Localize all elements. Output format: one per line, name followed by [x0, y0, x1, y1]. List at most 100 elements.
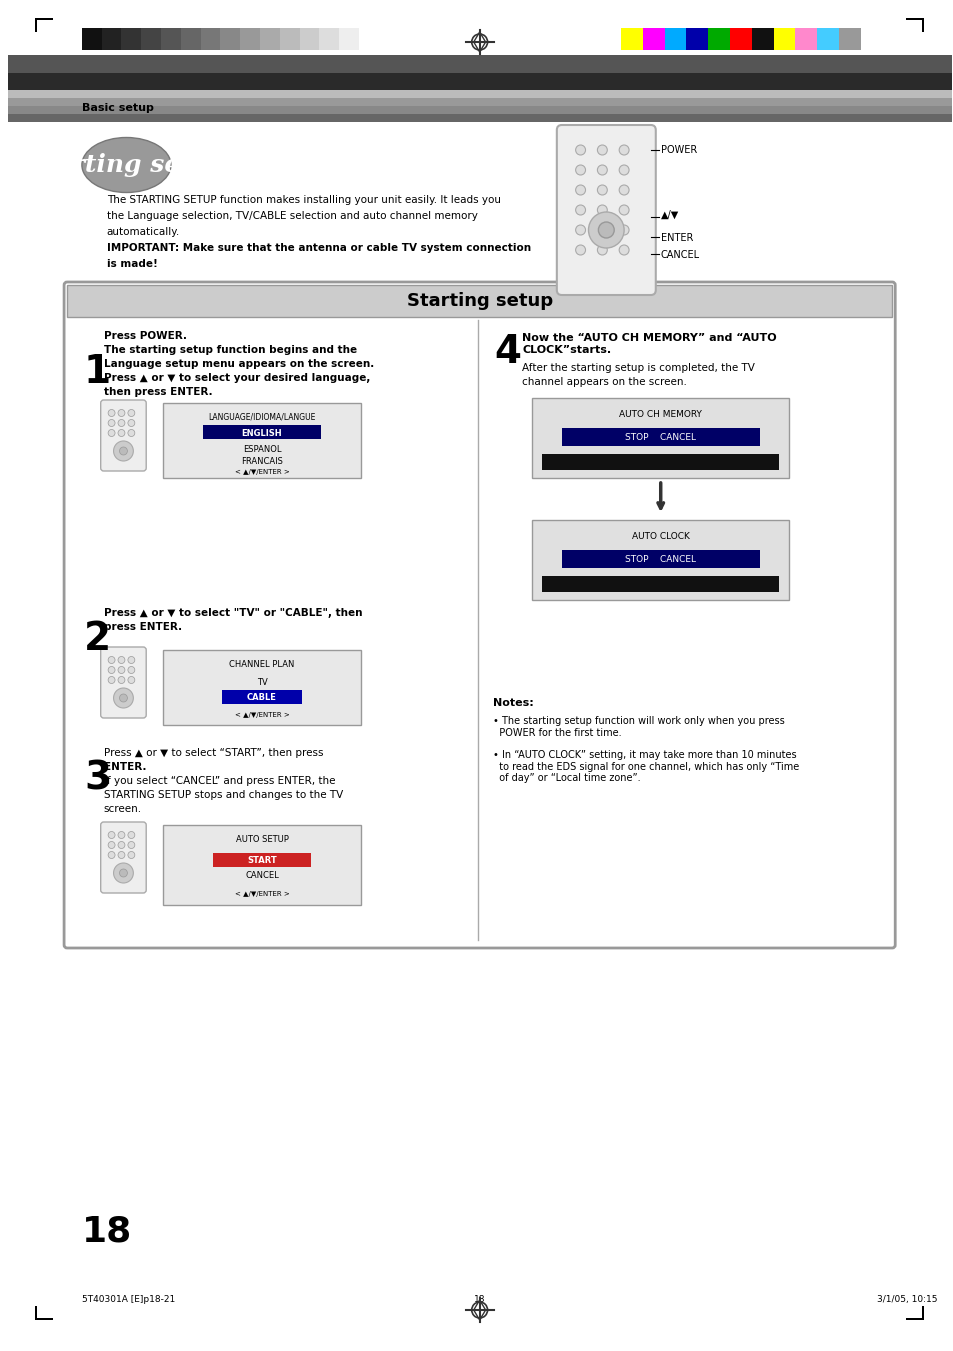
Text: < ▲/▼/ENTER >: < ▲/▼/ENTER >	[234, 469, 289, 476]
Circle shape	[597, 205, 607, 215]
Text: channel appears on the screen.: channel appears on the screen.	[521, 377, 686, 386]
Circle shape	[575, 226, 585, 235]
Text: After the starting setup is completed, the TV: After the starting setup is completed, t…	[521, 363, 754, 373]
Bar	[773, 28, 795, 50]
Circle shape	[597, 145, 607, 155]
Bar	[213, 852, 311, 867]
Text: • In “AUTO CLOCK” setting, it may take more than 10 minutes
  to read the EDS si: • In “AUTO CLOCK” setting, it may take m…	[492, 750, 798, 784]
Bar	[121, 28, 141, 50]
Text: STARTING SETUP stops and changes to the TV: STARTING SETUP stops and changes to the …	[104, 790, 342, 800]
Text: CABLE: CABLE	[247, 693, 276, 703]
Circle shape	[118, 666, 125, 674]
Bar	[541, 576, 779, 592]
Bar	[620, 28, 642, 50]
Bar	[8, 91, 951, 99]
Circle shape	[118, 430, 125, 436]
Circle shape	[108, 657, 115, 663]
Bar	[707, 28, 729, 50]
Bar	[141, 28, 161, 50]
Bar	[35, 18, 53, 20]
Text: Language setup menu appears on the screen.: Language setup menu appears on the scree…	[104, 359, 374, 369]
Bar	[200, 28, 220, 50]
Text: Starting setup: Starting setup	[26, 153, 227, 177]
Circle shape	[118, 657, 125, 663]
Text: Starting setup: Starting setup	[406, 292, 552, 309]
Bar	[358, 28, 378, 50]
Text: • The starting setup function will work only when you press
  POWER for the firs: • The starting setup function will work …	[492, 716, 783, 738]
Bar	[163, 650, 360, 725]
Circle shape	[128, 851, 134, 858]
Bar	[664, 28, 686, 50]
Circle shape	[118, 842, 125, 848]
FancyBboxPatch shape	[557, 126, 655, 295]
Bar	[35, 18, 37, 32]
Text: Press ▲ or ▼ to select "TV" or "CABLE", then: Press ▲ or ▼ to select "TV" or "CABLE", …	[104, 608, 362, 617]
Bar	[8, 105, 951, 113]
Circle shape	[128, 430, 134, 436]
Text: CANCEL: CANCEL	[245, 871, 278, 880]
Bar	[220, 28, 240, 50]
Text: the Language selection, TV/CABLE selection and auto channel memory: the Language selection, TV/CABLE selecti…	[107, 211, 477, 222]
Circle shape	[575, 185, 585, 195]
Text: CHANNEL PLAN: CHANNEL PLAN	[229, 661, 294, 669]
Bar	[339, 28, 358, 50]
Circle shape	[575, 165, 585, 176]
FancyBboxPatch shape	[101, 647, 146, 717]
Circle shape	[618, 145, 628, 155]
Text: 2: 2	[84, 620, 111, 658]
Text: 3: 3	[84, 761, 111, 798]
Bar	[279, 28, 299, 50]
Bar	[921, 18, 923, 32]
Circle shape	[128, 842, 134, 848]
Bar	[35, 1319, 53, 1320]
Text: Notes:: Notes:	[492, 698, 533, 708]
Text: 3/1/05, 10:15: 3/1/05, 10:15	[877, 1296, 937, 1304]
Circle shape	[108, 409, 115, 416]
Circle shape	[598, 222, 614, 238]
Bar	[8, 55, 951, 73]
Circle shape	[108, 430, 115, 436]
Text: < ▲/▼/ENTER >: < ▲/▼/ENTER >	[234, 712, 289, 717]
Circle shape	[618, 245, 628, 255]
Text: 1: 1	[84, 353, 111, 390]
Text: 18: 18	[82, 1215, 132, 1250]
Bar	[67, 285, 891, 317]
Circle shape	[128, 657, 134, 663]
Circle shape	[119, 869, 128, 877]
Text: LANGUAGE/IDIOMA/LANGUE: LANGUAGE/IDIOMA/LANGUE	[208, 413, 315, 422]
Circle shape	[118, 420, 125, 427]
Circle shape	[108, 677, 115, 684]
Text: ESPANOL: ESPANOL	[242, 444, 281, 454]
Text: then press ENTER.: then press ENTER.	[104, 386, 213, 397]
Text: ▲/▼: ▲/▼	[660, 209, 679, 220]
Bar	[299, 28, 319, 50]
Text: screen.: screen.	[104, 804, 142, 815]
Text: POWER: POWER	[660, 145, 697, 155]
Bar	[163, 403, 360, 478]
Text: START: START	[247, 857, 276, 865]
Text: Press ▲ or ▼ to select “START”, then press: Press ▲ or ▼ to select “START”, then pre…	[104, 748, 323, 758]
Bar	[163, 825, 360, 905]
Bar	[561, 550, 759, 567]
Circle shape	[119, 694, 128, 703]
Text: is made!: is made!	[107, 259, 157, 269]
Bar	[161, 28, 181, 50]
Bar	[905, 18, 923, 20]
Circle shape	[575, 205, 585, 215]
Text: FRANCAIS: FRANCAIS	[241, 457, 283, 466]
Text: 4: 4	[494, 332, 521, 372]
Circle shape	[108, 851, 115, 858]
Circle shape	[618, 205, 628, 215]
Text: If you select “CANCEL” and press ENTER, the: If you select “CANCEL” and press ENTER, …	[104, 775, 335, 786]
Text: The STARTING SETUP function makes installing your unit easily. It leads you: The STARTING SETUP function makes instal…	[107, 195, 500, 205]
Circle shape	[113, 440, 133, 461]
Text: ENGLISH: ENGLISH	[241, 430, 282, 438]
Circle shape	[588, 212, 623, 249]
Bar	[8, 99, 951, 105]
Bar	[561, 428, 759, 446]
Text: AUTO CH MEMORY: AUTO CH MEMORY	[618, 409, 701, 419]
Text: The starting setup function begins and the: The starting setup function begins and t…	[104, 345, 356, 355]
Bar	[181, 28, 200, 50]
Text: STOP    CANCEL: STOP CANCEL	[624, 555, 696, 563]
Circle shape	[108, 666, 115, 674]
